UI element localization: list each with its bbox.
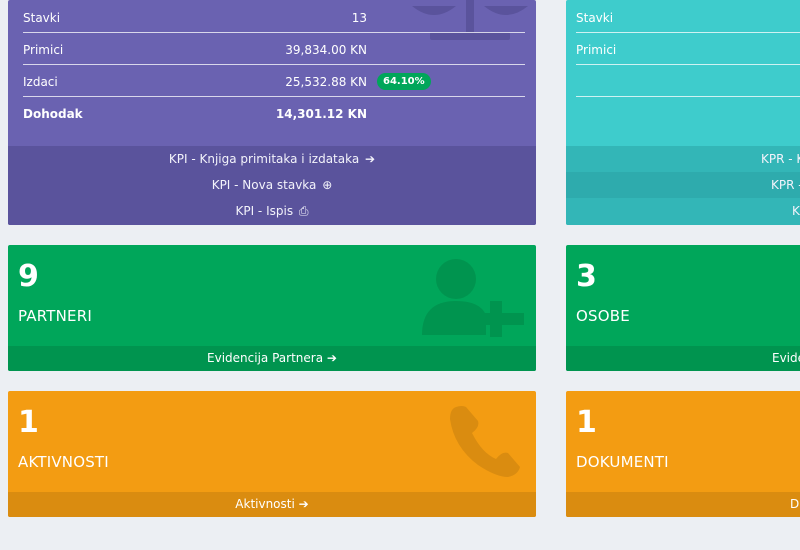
kpi-row-value: 13 bbox=[351, 11, 367, 25]
kpi-book-link-label: KPI - Knjiga primitaka i izdataka bbox=[168, 152, 360, 166]
kpi-book-link[interactable]: KPI - Knjiga primitaka i izdataka ➔ bbox=[8, 146, 536, 172]
osobe-link[interactable]: Evide bbox=[566, 346, 800, 371]
dokumenti-link[interactable]: D bbox=[566, 492, 800, 517]
osobe-title: OSOBE bbox=[576, 307, 630, 325]
partneri-link-label: Evidencija Partnera bbox=[207, 351, 324, 365]
kpr-row-label: Primici bbox=[576, 43, 617, 57]
kpi-row-primici: Primici 39,834.00 KN bbox=[23, 33, 525, 65]
kpi-print-link[interactable]: KPI - Ispis ⎙ bbox=[8, 198, 536, 224]
kpi-row-label: Izdaci bbox=[23, 75, 58, 89]
print-icon: ⎙ bbox=[298, 204, 309, 218]
partneri-count: 9 bbox=[18, 259, 39, 294]
kpi-footer: KPI - Knjiga primitaka i izdataka ➔ KPI … bbox=[8, 146, 536, 225]
osobe-card: 3 OSOBE Evide bbox=[566, 245, 800, 371]
arrow-circle-right-icon: ➔ bbox=[298, 497, 309, 511]
kpr-book-link[interactable]: KPR - K bbox=[761, 152, 800, 166]
aktivnosti-card: 1 AKTIVNOSTI Aktivnosti ➔ bbox=[8, 391, 536, 517]
kpi-row-value: 25,532.88 KN bbox=[285, 75, 367, 89]
kpi-row-value: 14,301.12 KN bbox=[275, 107, 367, 121]
arrow-circle-right-icon: ➔ bbox=[365, 152, 376, 166]
kpr-row-stavki: Stavki bbox=[576, 1, 800, 33]
kpi-print-link-label: KPI - Ispis bbox=[235, 204, 294, 218]
partneri-link[interactable]: Evidencija Partnera ➔ bbox=[8, 346, 536, 371]
dokumenti-card: 1 DOKUMENTI D bbox=[566, 391, 800, 517]
kpr-row-primici: Primici bbox=[576, 33, 800, 65]
kpi-row-izdaci: Izdaci 25,532.88 KN 64.10% bbox=[23, 65, 525, 97]
aktivnosti-link-label: Aktivnosti bbox=[235, 497, 295, 511]
kpi-row-stavki: Stavki 13 bbox=[23, 1, 525, 33]
kpr-new-item-link[interactable]: KPR - bbox=[566, 172, 800, 198]
kpi-row-label: Stavki bbox=[23, 11, 61, 25]
balance-scale-icon bbox=[412, 0, 528, 40]
kpr-panel: Stavki Primici KPR - K KPR - K bbox=[566, 0, 800, 225]
aktivnosti-title: AKTIVNOSTI bbox=[18, 453, 109, 471]
aktivnosti-link[interactable]: Aktivnosti ➔ bbox=[8, 492, 536, 517]
partneri-card: 9 PARTNERI Evidencija Partnera ➔ bbox=[8, 245, 536, 371]
kpr-row-empty bbox=[576, 65, 800, 97]
kpr-print-link[interactable]: K bbox=[792, 204, 800, 218]
kpi-row-dohodak: Dohodak 14,301.12 KN bbox=[23, 97, 525, 129]
phone-icon bbox=[450, 406, 520, 477]
kpi-new-item-link-label: KPI - Nova stavka bbox=[211, 178, 317, 192]
user-plus-icon bbox=[422, 259, 524, 337]
aktivnosti-count: 1 bbox=[18, 405, 39, 440]
kpi-new-item-link[interactable]: KPI - Nova stavka ⊕ bbox=[8, 172, 536, 198]
kpi-row-label: Dohodak bbox=[23, 107, 83, 121]
kpi-summary: Stavki 13 Primici 39,834.00 KN Izdaci 25… bbox=[8, 0, 536, 146]
osobe-count: 3 bbox=[576, 259, 597, 294]
dokumenti-count: 1 bbox=[576, 405, 597, 440]
plus-circle-icon: ⊕ bbox=[322, 178, 333, 192]
kpr-row-label: Stavki bbox=[576, 11, 614, 25]
kpi-row-label: Primici bbox=[23, 43, 64, 57]
partneri-title: PARTNERI bbox=[18, 307, 92, 325]
arrow-circle-right-icon: ➔ bbox=[326, 351, 337, 365]
kpi-panel: Stavki 13 Primici 39,834.00 KN Izdaci 25… bbox=[8, 0, 536, 225]
kpr-footer: KPR - K KPR - K bbox=[566, 146, 800, 225]
dokumenti-title: DOKUMENTI bbox=[576, 453, 669, 471]
percent-badge: 64.10% bbox=[377, 73, 431, 90]
kpi-row-value: 39,834.00 KN bbox=[285, 43, 367, 57]
